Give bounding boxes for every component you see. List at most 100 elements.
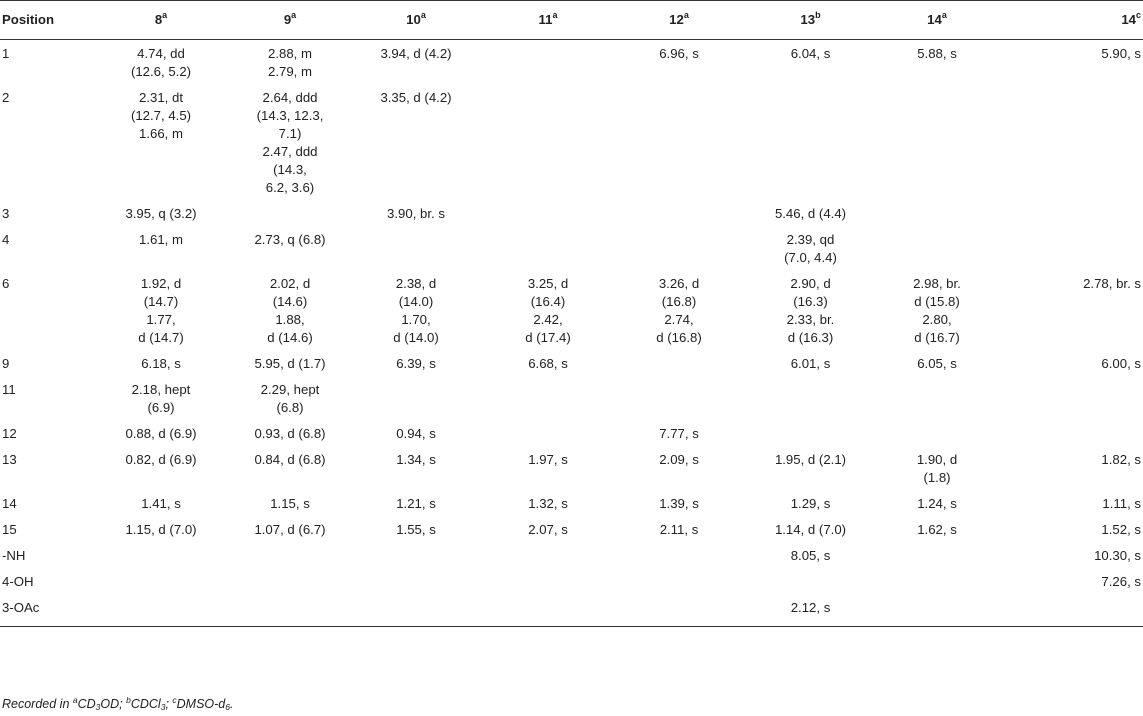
cell-line: 1.39, s [659,496,699,511]
cell-line: 1.41, s [141,496,181,511]
table-cell: 6.68, s [482,350,614,376]
cell-line: (16.8) [661,294,697,309]
table-cell: 1.55, s [350,516,482,542]
column-header: 8a [92,0,230,40]
cell-line: 2.47, ddd [262,144,318,159]
column-header-label: 13 [800,12,816,27]
table-cell [350,568,482,594]
cell-line: 3.90, br. s [387,206,445,221]
cell-line: 0.93, d (6.8) [254,426,326,441]
cell-line: 3.35, d (4.2) [380,90,452,105]
cell-line: (16.4) [530,294,566,309]
table-cell [997,84,1143,200]
cell-line: 1.70, [401,312,431,327]
column-header-superscript: a [552,10,558,20]
cell-line: 1.15, d (7.0) [125,522,197,537]
cell-line: 1.82, s [1101,452,1141,467]
table-cell: 7.77, s [614,420,744,446]
table-cell: 2.11, s [614,516,744,542]
column-header-superscript: c [1135,10,1141,20]
cell-line: 1.62, s [917,522,957,537]
cell-line: 2.12, s [790,600,831,615]
cell-line: (14.3, [273,162,307,177]
column-header-superscript: a [420,10,426,20]
cell-line: 1.24, s [917,496,957,511]
cell-line: 2.78, br. s [1083,276,1141,291]
table-cell: 7.26, s [997,568,1143,594]
row-position-label: 2 [2,90,10,105]
table-cell: 2.09, s [614,446,744,490]
column-header: 14c [997,0,1143,40]
table-cell: 2.39, qd (7.0, 4.4) [744,226,877,270]
row-position-label: 3 [2,206,10,221]
cell-line: 6.68, s [528,356,568,371]
table-cell: 3.25, d (16.4) 2.42, d (17.4) [482,270,614,350]
table-cell: 5.88, s [877,40,997,85]
cell-line: 5.88, s [917,46,957,61]
cell-line: (14.7) [143,294,179,309]
footnote-subscript: 3 [160,702,166,712]
table-cell: 1.97, s [482,446,614,490]
cell-line: 10.30, s [1094,548,1141,563]
column-header: 11a [482,0,614,40]
table-cell: 1.41, s [92,490,230,516]
column-header-label: 10 [406,12,421,27]
table-cell [877,568,997,594]
cell-line: 2.42, [533,312,563,327]
cell-line: 7.77, s [659,426,699,441]
column-header: 9a [230,0,350,40]
table-cell: 2.98, br. d (15.8) 2.80, d (16.7) [877,270,997,350]
cell-line: 1.77, [146,312,176,327]
cell-line: 1.29, s [790,496,831,511]
table-header-row: Position 8a 9a 10a 11a 12a 13b 14a 14c [0,0,1143,40]
cell-line: 1.14, d (7.0) [774,522,847,537]
table-cell: 6.18, s [92,350,230,376]
footnote-solvent: DMSO-d [176,697,226,711]
table-cell: 3.90, br. s [350,200,482,226]
table-row: 4-OH 7.26, s [0,568,1143,594]
table-cell: 2.31, dt (12.7, 4.5) 1.66, m [92,84,230,200]
table-cell: 1.15, s [230,490,350,516]
row-position-label: 6 [2,276,10,291]
row-position-label: 3-OAc [0,594,92,627]
cell-line: 3.95, q (3.2) [125,206,197,221]
nmr-data-table: Position 8a 9a 10a 11a 12a 13b 14a 14c 1 4.74, dd… [0,0,1143,627]
table-cell: 5.90, s [997,40,1143,85]
cell-line: (12.7, 4.5) [130,108,192,123]
column-header-label: 9 [283,12,292,27]
table-cell [744,568,877,594]
table-cell: 1.21, s [350,490,482,516]
table-cell: 6.04, s [744,40,877,85]
cell-line: 8.05, s [790,548,831,563]
table-cell: 2.64, ddd (14.3, 12.3, 7.1) 2.47, ddd (14.3,… [230,84,350,200]
footnote-marker: b [126,695,131,705]
cell-line: (12.6, 5.2) [130,64,192,79]
cell-line: (16.3) [793,294,828,309]
column-header: 13b [744,0,877,40]
table-cell [230,568,350,594]
cell-line: 6.2, 3.6) [265,180,315,195]
cell-line: 1.07, d (6.7) [254,522,326,537]
table-cell [350,542,482,568]
table-row: 11 2.18, hept (6.9) 2.29, hept (6.8) [0,376,1143,420]
table-row: 15 1.15, d (7.0) 1.07, d (6.7) 1.55, s 2.07,… [0,516,1143,542]
table-cell [877,376,997,420]
cell-line: 2.90, d [790,276,831,291]
column-header-label: 12 [669,12,684,27]
column-header: Position [0,0,92,40]
table-cell [744,376,877,420]
row-position-label: 9 [2,356,10,371]
table-cell [744,84,877,200]
table-row: 6 1.92, d (14.7) 1.77, d (14.7) 2.02, d (14.6)… [0,270,1143,350]
cell-line: 7.1) [278,126,302,141]
column-header-superscript: b [815,10,821,20]
table-cell: 5.46, d (4.4) [744,200,877,226]
table-cell: 6.00, s [997,350,1143,376]
table-cell [877,542,997,568]
row-position-label: 14 [2,496,17,511]
cell-line: d (16.7) [914,330,960,345]
column-header: 12a [614,0,744,40]
table-cell: 1.11, s [997,490,1143,516]
cell-line: 1.97, s [528,452,568,467]
table-cell: 1.52, s [997,516,1143,542]
